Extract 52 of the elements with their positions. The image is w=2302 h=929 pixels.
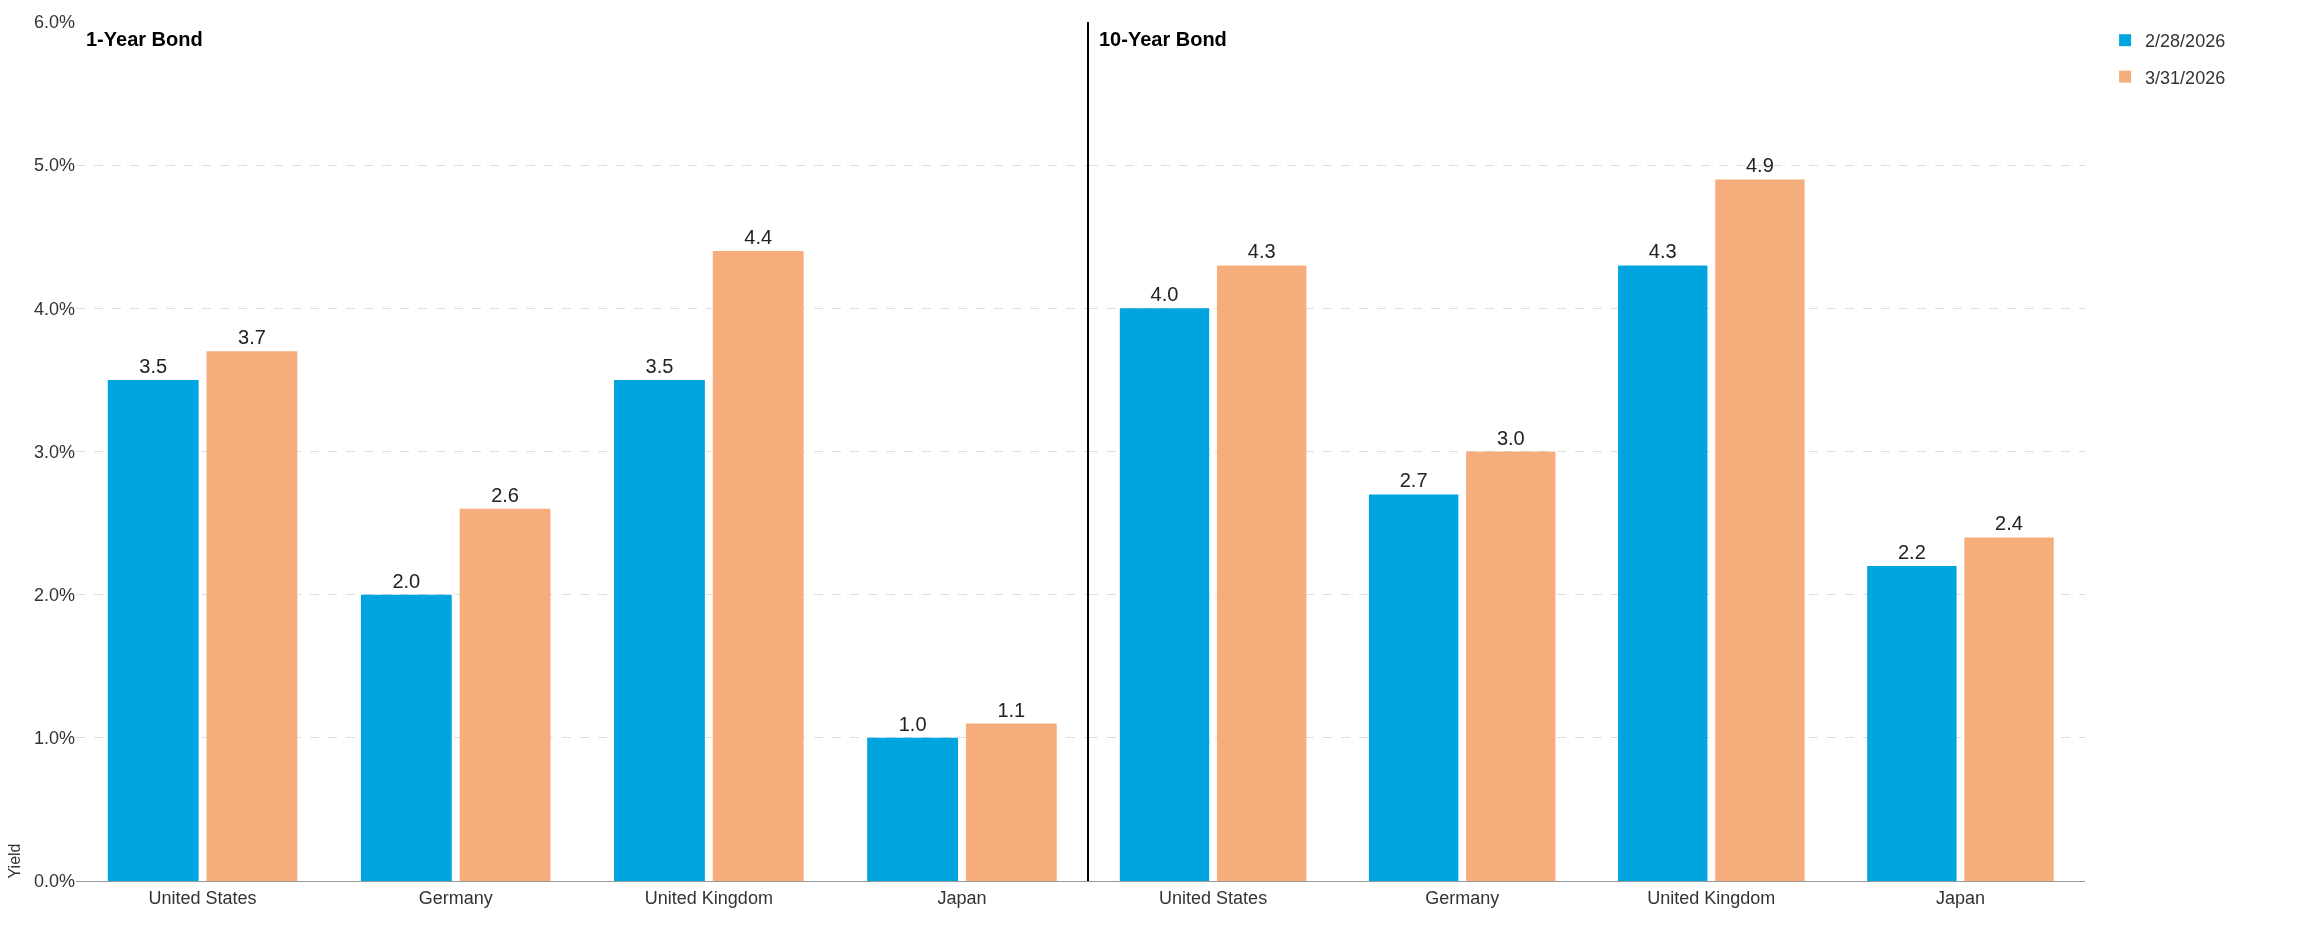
bar <box>1715 179 1805 881</box>
chart-title: 10-Year Bond <box>1099 28 1227 50</box>
bar <box>614 379 705 881</box>
data-label: 2.6 <box>491 483 519 506</box>
bar <box>1618 265 1708 881</box>
legend-label: 2/28/2026 <box>2145 31 2226 52</box>
data-label: 4.3 <box>1247 240 1276 263</box>
bar <box>867 737 959 881</box>
bar <box>206 351 298 881</box>
y-tick-label: 0.0% <box>33 871 75 892</box>
data-label: 3.7 <box>238 326 266 349</box>
chart-title: 1-Year Bond <box>86 28 203 50</box>
y-tick-label: 2.0% <box>33 584 75 605</box>
data-label: 4.3 <box>1648 240 1677 263</box>
bar <box>1466 451 1556 881</box>
data-label: 3.0 <box>1496 426 1525 449</box>
bar <box>107 379 199 881</box>
data-label: 3.5 <box>139 354 168 377</box>
x-tick-label: Germany <box>1425 887 1500 908</box>
x-tick-label: United States <box>148 887 257 908</box>
data-label: 3.5 <box>645 354 674 377</box>
bar <box>1216 265 1307 881</box>
bar <box>965 723 1057 881</box>
x-tick-label: United States <box>1159 887 1268 908</box>
x-tick-label: Japan <box>1935 887 1985 908</box>
y-tick-label: 6.0% <box>33 12 75 33</box>
data-label: 4.4 <box>744 226 773 249</box>
bar <box>1368 494 1459 881</box>
bar <box>360 594 452 881</box>
y-axis-title: Yield <box>5 843 23 879</box>
x-tick-label: United Kingdom <box>1647 887 1776 908</box>
data-label: 2.2 <box>1897 541 1926 564</box>
x-tick-label: United Kingdom <box>644 887 773 908</box>
data-label: 1.0 <box>898 712 927 735</box>
x-tick-label: Germany <box>418 887 493 908</box>
bar <box>712 251 804 881</box>
bar <box>1867 566 1957 881</box>
legend-label: 3/31/2026 <box>2145 67 2226 88</box>
y-tick-label: 1.0% <box>33 728 75 749</box>
y-tick-label: 5.0% <box>33 155 75 176</box>
data-label: 1.1 <box>997 698 1026 721</box>
bar <box>459 508 551 881</box>
data-label: 2.7 <box>1399 469 1428 492</box>
data-label: 4.0 <box>1150 283 1179 306</box>
x-tick-label: Japan <box>937 887 987 908</box>
data-label: 2.4 <box>1995 512 2023 535</box>
bar <box>1119 308 1210 881</box>
data-label: 4.9 <box>1746 154 1774 177</box>
y-tick-label: 4.0% <box>33 298 75 319</box>
data-label: 2.0 <box>392 569 421 592</box>
y-tick-label: 3.0% <box>33 441 75 462</box>
bar <box>1964 537 2054 881</box>
